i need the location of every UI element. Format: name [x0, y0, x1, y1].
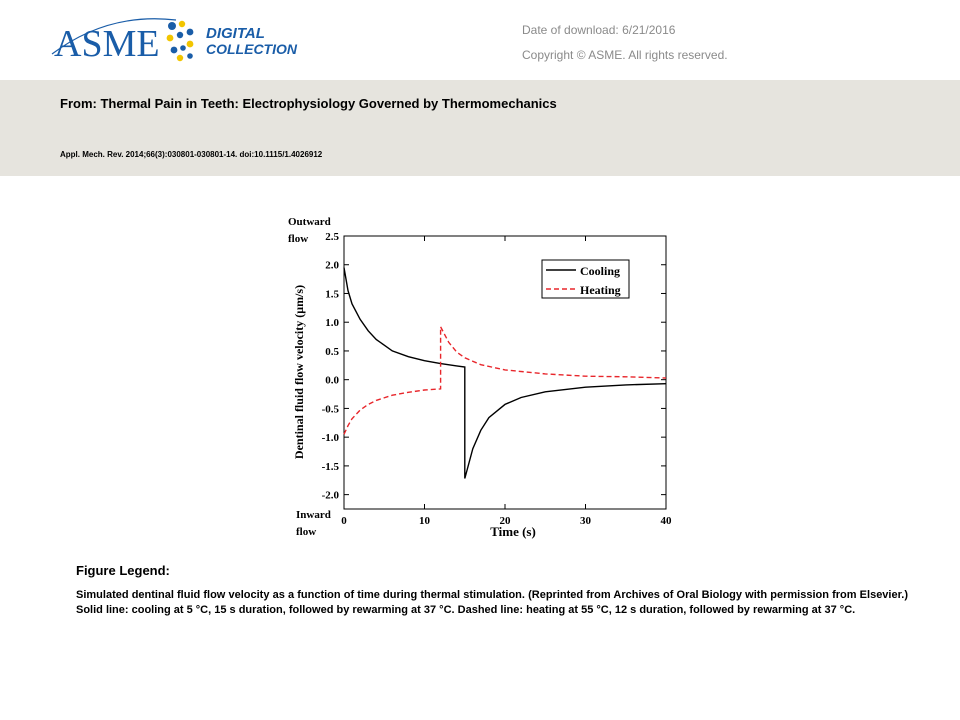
inward-flow-label: flow — [296, 526, 316, 538]
y-tick-label: 2.0 — [325, 260, 339, 272]
article-header-band — [0, 80, 960, 176]
y-tick-label: -1.5 — [322, 461, 340, 473]
legend-box — [541, 259, 630, 299]
series-line-cooling — [343, 267, 667, 479]
logo-digital-text: DIGITAL — [206, 25, 265, 42]
logo-collection-text: COLLECTION — [206, 41, 298, 57]
download-info: Date of download: 6/21/2016 Copyright © … — [522, 18, 728, 68]
y-tick-label: 0.0 — [325, 375, 339, 387]
article-title: From: Thermal Pain in Teeth: Electrophys… — [60, 96, 557, 111]
y-tick-label: 0.5 — [325, 346, 339, 358]
download-date: Date of download: 6/21/2016 — [522, 23, 676, 37]
figure-legend-text: Simulated dentinal fluid flow velocity a… — [76, 589, 908, 616]
outward-flow-label: flow — [288, 233, 308, 245]
x-tick-label: 0 — [341, 515, 347, 527]
asme-logo[interactable]: ASME DIGITAL COLLECTION — [48, 10, 338, 70]
inward-label: Inward — [296, 509, 331, 521]
figure-chart: 2.5 2.0 1.5 1.0 0.5 0.0 -0.5 -1.0 -1.5 -2.0 0 10 20… — [280, 205, 700, 550]
x-tick-label: 10 — [419, 515, 431, 527]
outward-label: Outward — [288, 216, 331, 228]
y-tick-label: 1.5 — [325, 288, 339, 300]
logo-dots-icon — [166, 20, 194, 62]
series-layer — [343, 267, 667, 479]
legend-heating-label: Heating — [580, 283, 621, 297]
x-axis-label: Time (s) — [490, 524, 536, 539]
y-tick-label: 1.0 — [325, 317, 339, 329]
logo-swoosh — [51, 18, 177, 55]
y-tick-label: -0.5 — [322, 403, 340, 415]
y-tick-label: -2.0 — [322, 490, 340, 502]
y-tick-label: 2.5 — [325, 231, 339, 243]
copyright-notice: Copyright © ASME. All rights reserved. — [522, 48, 728, 62]
logo-asme-text: ASME — [54, 23, 160, 65]
chart-legend: Cooling Heating — [541, 259, 630, 299]
y-axis-ticks: 2.5 2.0 1.5 1.0 0.5 0.0 -0.5 -1.0 -1.5 -2.0 — [322, 231, 666, 502]
x-tick-label: 40 — [661, 515, 673, 527]
x-axis-ticks: 0 10 20 30 40 — [341, 236, 672, 527]
asme-digital-collection-logo: ASME DIGITAL COLLECTION — [51, 18, 298, 65]
article-citation: Appl. Mech. Rev. 2014;66(3):030801-03080… — [60, 150, 323, 159]
x-tick-label: 20 — [500, 515, 512, 527]
figure-legend-title: Figure Legend: — [76, 563, 170, 578]
x-tick-label: 30 — [580, 515, 592, 527]
velocity-chart: 2.5 2.0 1.5 1.0 0.5 0.0 -0.5 -1.0 -1.5 -2.0 0 10 20… — [288, 216, 672, 539]
series-line-heating — [343, 326, 667, 435]
y-axis-label: Dentinal fluid flow velocity (μm/s) — [292, 285, 306, 459]
legend-cooling-label: Cooling — [580, 264, 620, 278]
y-tick-label: -1.0 — [322, 432, 340, 444]
